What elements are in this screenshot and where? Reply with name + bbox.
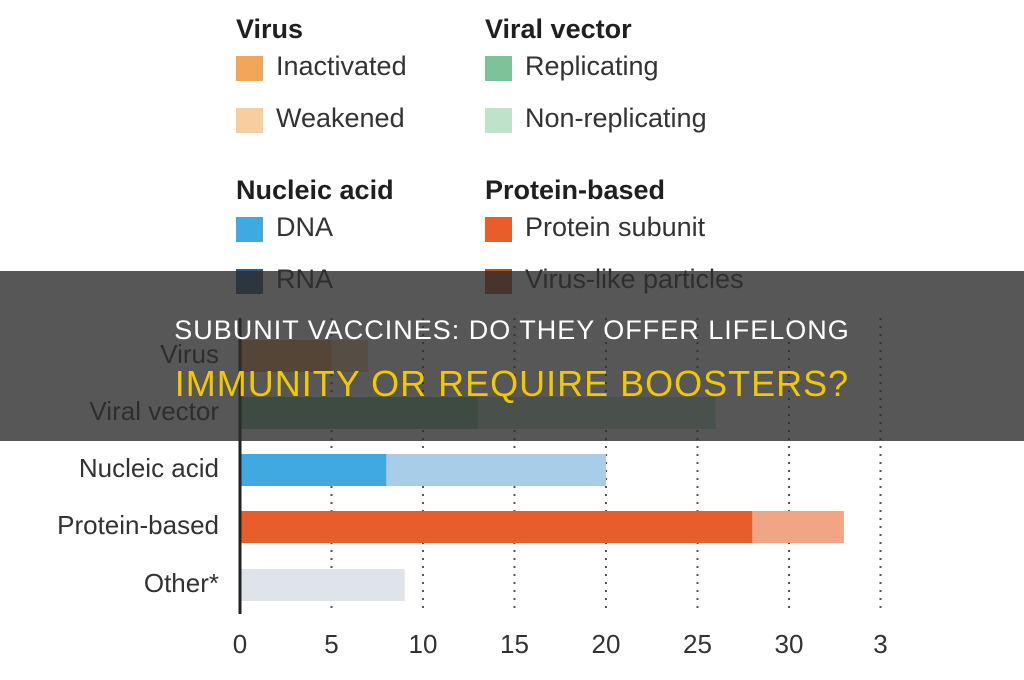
x-tick-label: 15 <box>500 629 529 659</box>
legend-group-title-protein-based: Protein-based <box>485 175 665 205</box>
category-label-nucleic-acid: Nucleic acid <box>79 453 219 483</box>
category-label-other: Other* <box>144 568 219 598</box>
x-tick-label: 30 <box>775 629 804 659</box>
title-banner: Subunit Vaccines: Do They Offer Lifelong… <box>0 271 1024 441</box>
bar-nucleic-acid-rna <box>386 454 606 486</box>
legend-swatch-dna <box>236 217 263 242</box>
legend-label-inactivated: Inactivated <box>276 51 407 81</box>
bar-nucleic-acid-dna <box>240 454 387 486</box>
x-tick-label: 25 <box>683 629 712 659</box>
x-tick-label: 20 <box>592 629 621 659</box>
legend-label-protein-subunit: Protein subunit <box>525 212 706 242</box>
legend-group-title-nucleic-acid: Nucleic acid <box>236 175 394 205</box>
x-tick-label: 0 <box>233 629 247 659</box>
legend-label-weakened: Weakened <box>276 103 405 133</box>
legend-swatch-weakened <box>236 108 263 133</box>
banner-title-line-1: Subunit Vaccines: Do They Offer Lifelong <box>174 315 850 345</box>
banner-title-line-2: Immunity or Require Boosters? <box>174 363 850 404</box>
category-label-protein-based: Protein-based <box>57 510 219 540</box>
x-tick-label: 3 <box>873 629 887 659</box>
legend-swatch-non-replicating <box>485 108 512 133</box>
bar-protein-based-protein-subunit <box>240 511 753 543</box>
bar-protein-based-virus-like-particles <box>752 511 844 543</box>
legend-swatch-protein-subunit <box>485 217 512 242</box>
legend-label-non-replicating: Non-replicating <box>525 103 707 133</box>
legend-label-dna: DNA <box>276 212 333 242</box>
x-tick-label: 10 <box>409 629 438 659</box>
legend-group-title-viral-vector: Viral vector <box>485 14 632 44</box>
legend-label-replicating: Replicating <box>525 51 659 81</box>
bar-other-other <box>240 569 405 601</box>
legend-group-title-virus: Virus <box>236 14 303 44</box>
legend-swatch-replicating <box>485 56 512 81</box>
legend-swatch-inactivated <box>236 56 263 81</box>
x-tick-label: 5 <box>324 629 338 659</box>
